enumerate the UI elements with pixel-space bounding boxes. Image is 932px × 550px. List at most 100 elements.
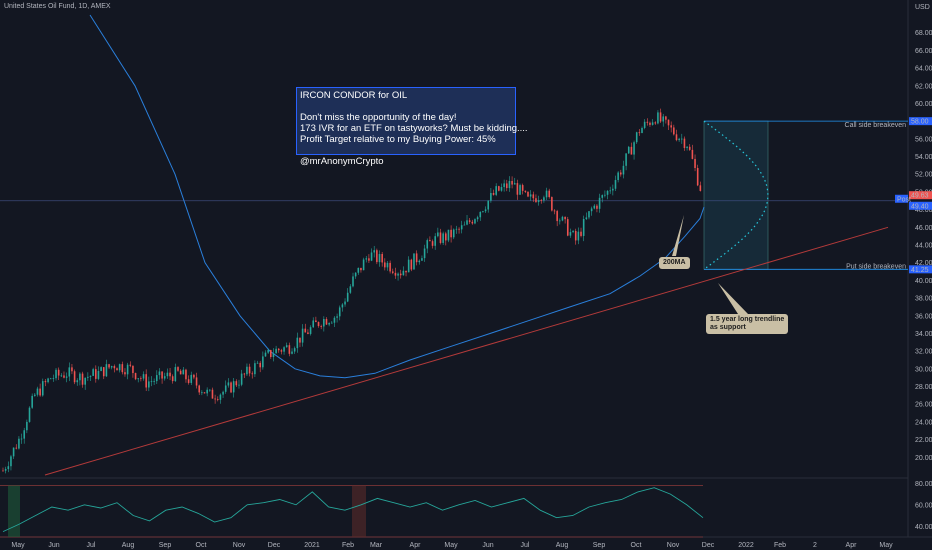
candle-body <box>169 372 171 377</box>
candle-body <box>407 259 410 273</box>
candle-body <box>569 232 572 236</box>
candle-body <box>201 392 203 394</box>
candle-body <box>57 369 60 376</box>
candle-body <box>670 125 672 128</box>
candle-body <box>264 352 267 357</box>
candle-body <box>187 379 190 383</box>
price-flag <box>909 191 932 200</box>
post-flag <box>895 194 908 203</box>
candle-body <box>368 258 370 261</box>
rsi-tick-label: 80.00 <box>915 481 932 488</box>
candle-body <box>31 395 33 408</box>
note-line <box>300 145 512 156</box>
time-tick-label: Jun <box>482 542 493 549</box>
price-tick-label: 66.00 <box>915 48 932 55</box>
candle-body <box>434 236 436 246</box>
candle-body <box>179 370 182 375</box>
candle-body <box>503 183 505 188</box>
candle-body <box>686 146 688 149</box>
candle-body <box>240 373 243 385</box>
candle-body <box>535 198 537 203</box>
candle-body <box>556 211 558 222</box>
time-tick-label: Aug <box>122 542 135 549</box>
candle-body <box>163 376 166 379</box>
price-tick-label: 46.00 <box>915 225 932 232</box>
candle-body <box>315 320 317 323</box>
candle-body <box>7 466 10 470</box>
candle-body <box>76 380 79 383</box>
candle-body <box>102 367 105 377</box>
candle-body <box>476 217 479 220</box>
rsi-overbought-shade <box>352 485 366 537</box>
candle-body <box>532 194 535 199</box>
time-tick-label: Dec <box>702 542 715 549</box>
price-tick-label: 20.00 <box>915 455 932 462</box>
candle-body <box>293 348 296 352</box>
candle-body <box>649 122 651 125</box>
candle-body <box>60 375 63 377</box>
candle-body <box>349 286 352 293</box>
price-tick-label: 54.00 <box>915 154 932 161</box>
candle-body <box>317 322 320 327</box>
candle-body <box>320 326 322 327</box>
candle-body <box>140 378 142 380</box>
price-tick-label: 48.00 <box>915 207 932 214</box>
candle-body <box>524 190 527 192</box>
candle-body <box>543 197 545 201</box>
candle-body <box>519 185 521 195</box>
candle-body <box>604 194 606 196</box>
candle-body <box>259 362 261 368</box>
candle-body <box>222 391 224 395</box>
candle-body <box>137 378 140 380</box>
candle-body <box>638 132 641 134</box>
candle-body <box>537 200 540 203</box>
candle-body <box>370 252 373 261</box>
note-line: Profit Target relative to my Buying Powe… <box>300 134 496 145</box>
candle-body <box>296 337 299 349</box>
trendline-callout-line: 1.5 year long trendline <box>710 316 785 323</box>
price-tick-label: 56.00 <box>915 136 932 143</box>
candle-body <box>95 369 97 379</box>
price-flag-label: 49.40 <box>911 203 929 210</box>
time-tick-label: Jul <box>521 542 530 549</box>
candle-body <box>73 371 76 383</box>
candle-body <box>548 190 551 198</box>
note-line: Don't miss the opportunity of the day! <box>300 112 457 123</box>
candle-body <box>561 216 564 221</box>
candle-body <box>675 134 678 141</box>
candle-body <box>256 362 259 364</box>
chart-title: United States Oil Fund, 1D, AMEX <box>4 3 111 10</box>
candle-body <box>492 193 495 195</box>
candle-body <box>399 273 402 276</box>
price-tick-label: 44.00 <box>915 243 932 250</box>
candle-body <box>437 232 439 237</box>
candle-body <box>341 304 344 308</box>
candle-body <box>498 186 500 191</box>
candle-body <box>410 259 413 270</box>
candle-body <box>654 122 657 124</box>
call-side-label: Call side breakeven <box>845 122 907 129</box>
candle-body <box>386 262 389 268</box>
candle-body <box>402 270 405 276</box>
time-tick-label: Sep <box>593 542 606 549</box>
candle-body <box>500 187 503 191</box>
time-tick-label: Nov <box>233 542 246 549</box>
time-tick-label: Feb <box>774 542 786 549</box>
time-tick-label: Jun <box>48 542 59 549</box>
candle-body <box>15 447 18 449</box>
candle-body <box>508 180 511 189</box>
time-tick-label: Nov <box>667 542 680 549</box>
candle-body <box>627 146 630 154</box>
candle-body <box>426 240 429 249</box>
ma-callout: 200MA <box>659 257 690 269</box>
candle-body <box>41 381 44 396</box>
candle-body <box>55 369 57 379</box>
candle-body <box>490 193 492 201</box>
candle-body <box>330 322 333 324</box>
candle-body <box>323 318 325 327</box>
candle-body <box>198 385 201 393</box>
time-tick-label: Jul <box>87 542 96 549</box>
candle-body <box>285 345 288 348</box>
candle-body <box>471 221 474 224</box>
